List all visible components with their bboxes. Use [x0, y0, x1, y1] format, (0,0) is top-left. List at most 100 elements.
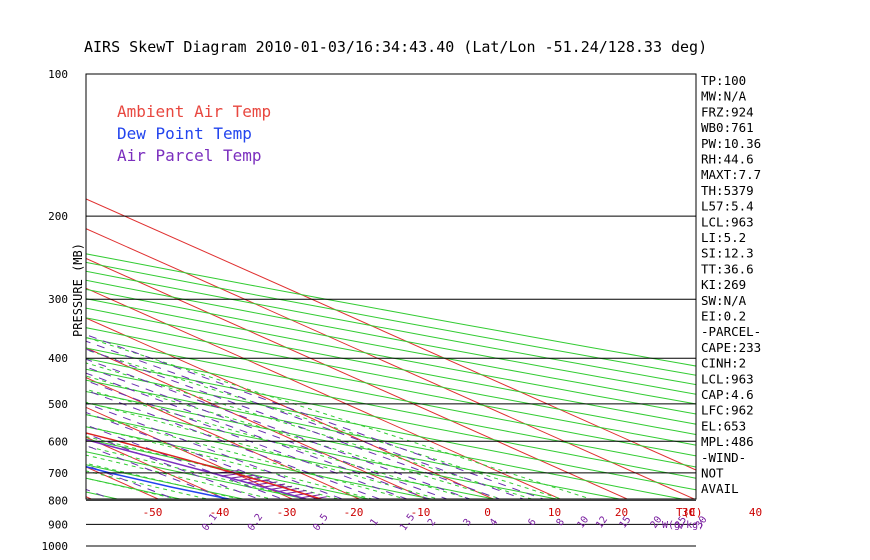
isotherm-line: [86, 287, 562, 499]
index-label: L57:5.4: [701, 199, 754, 214]
index-label: LFC:962: [701, 403, 754, 418]
pressure-tick-label: 100: [48, 68, 68, 81]
index-label: MAXT:7.7: [701, 167, 761, 182]
isotherm-line: [86, 466, 160, 499]
mixing-ratio-tick-label: 4: [488, 517, 500, 528]
index-label: AVAIL: [701, 481, 739, 496]
index-label: -PARCEL-: [701, 324, 761, 339]
mixing-ratio-tick-label: 8: [555, 517, 567, 528]
index-label: TP:100: [701, 73, 746, 88]
dry-adiabat-line: [86, 337, 696, 457]
mixing-ratio-line: [86, 358, 471, 499]
index-label: SI:12.3: [701, 246, 754, 261]
isotherm-line: [86, 198, 696, 471]
index-label: -WIND-: [701, 450, 746, 465]
moist-adiabat-line: [86, 401, 440, 499]
index-label: LI:5.2: [701, 230, 746, 245]
y-axis-label: PRESSURE (MB): [71, 243, 85, 337]
index-label: TH:5379: [701, 183, 754, 198]
isotherm-line: [86, 377, 361, 499]
dry-adiabat-line: [86, 317, 696, 436]
index-label: RH:44.6: [701, 152, 754, 167]
dry-adiabat-line: [86, 368, 696, 491]
dry-adiabat-line: [86, 426, 434, 499]
index-label: LCL:963: [701, 214, 754, 229]
dry-adiabat-line: [86, 347, 696, 468]
index-label: TT:36.6: [701, 261, 754, 276]
pressure-tick-label: 600: [48, 435, 68, 448]
moist-adiabat-line: [86, 413, 408, 499]
mixing-ratio-line: [86, 366, 449, 499]
cin-hatch-line: [270, 485, 293, 490]
isotherm-line: [86, 257, 629, 499]
dry-adiabat-line: [86, 402, 560, 499]
index-label: CINH:2: [701, 356, 746, 371]
bottom-temp-tick-label: 10: [548, 506, 561, 519]
bottom-temp-tick-label: 20: [615, 506, 628, 519]
dry-adiabat-line: [86, 327, 696, 446]
isotherm-line: [86, 228, 696, 499]
index-label: MW:N/A: [701, 89, 747, 104]
bottom-temp-tick-label: -50: [143, 506, 163, 519]
pressure-tick-label: 1000: [42, 540, 69, 553]
index-label: NOT: [701, 466, 724, 481]
cin-hatch-line: [481, 539, 488, 542]
index-label: EL:653: [701, 418, 746, 433]
moist-adiabat-line: [86, 425, 374, 499]
moist-adiabat-line: [86, 435, 341, 499]
pressure-tick-label: 200: [48, 210, 68, 223]
pressure-tick-label: 300: [48, 293, 68, 306]
mixing-ratio-line: [86, 372, 431, 499]
index-label: KI:269: [701, 277, 746, 292]
cin-hatch-line: [324, 501, 341, 504]
dry-adiabat-line: [86, 451, 309, 499]
temp-unit-label: T(C): [676, 506, 703, 519]
bottom-temp-tick-label: -30: [277, 506, 297, 519]
cin-hatch-line: [382, 516, 394, 519]
mixing-ratio-tick-label: 0.5: [311, 512, 330, 533]
isotherm-line: [86, 347, 428, 499]
bottom-temp-tick-label: 0: [484, 506, 491, 519]
index-label: SW:N/A: [701, 293, 747, 308]
isotherm-line: [86, 317, 495, 499]
mixing-ratio-line: [86, 340, 525, 499]
mixing-ratio-tick-label: 3: [462, 517, 474, 528]
index-label: FRZ:924: [701, 104, 754, 119]
isotherm-line: [86, 406, 294, 499]
cin-hatch-line: [246, 479, 270, 484]
mixing-ratio-tick-label: 1: [368, 517, 380, 528]
bottom-temp-tick-label: -40: [210, 506, 230, 519]
mixing-ratio-tick-label: 12: [594, 514, 610, 530]
mixing-ratio-tick-label: 2: [426, 517, 438, 528]
moist-adiabat-line: [86, 388, 472, 499]
mixing-ratio-tick-label: 6: [526, 517, 538, 528]
pressure-tick-label: 900: [48, 518, 68, 531]
dry-adiabat-line: [86, 358, 696, 479]
isotherm-line: [0, 74, 19, 556]
plot-area: [0, 74, 696, 556]
chart-title: AIRS SkewT Diagram 2010-01-03/16:34:43.4…: [84, 38, 707, 56]
index-label: WB0:761: [701, 120, 754, 135]
mixing-ratio-lines: [86, 334, 545, 499]
bottom-temp-tick-label: 30: [682, 506, 695, 519]
mixing-ratio-line: [86, 380, 409, 499]
stability-indices: TP:100MW:N/AFRZ:924WB0:761PW:10.36RH:44.…: [701, 73, 761, 496]
dry-adiabat-line: [86, 379, 685, 499]
cin-hatch-line: [441, 531, 451, 534]
moist-adiabat-line: [86, 375, 503, 499]
mixing-ratio-line: [86, 445, 228, 499]
dry-adiabat-line: [86, 253, 696, 367]
cin-hatch-line: [491, 541, 496, 544]
cin-hatch-line: [238, 476, 263, 481]
pressure-tick-label: 400: [48, 352, 68, 365]
moist-adiabat-line: [86, 445, 307, 499]
cin-hatch-line: [375, 514, 388, 517]
cin-hatch-line: [433, 529, 442, 532]
cin-hatch-line: [463, 536, 473, 539]
index-label: CAPE:233: [701, 340, 761, 355]
dry-adiabat-line: [86, 414, 497, 499]
legend-item: Ambient Air Temp: [117, 102, 271, 121]
index-label: MPL:486: [701, 434, 754, 449]
cin-hatch-line: [418, 525, 426, 528]
dry-adiabat-line: [86, 390, 623, 499]
